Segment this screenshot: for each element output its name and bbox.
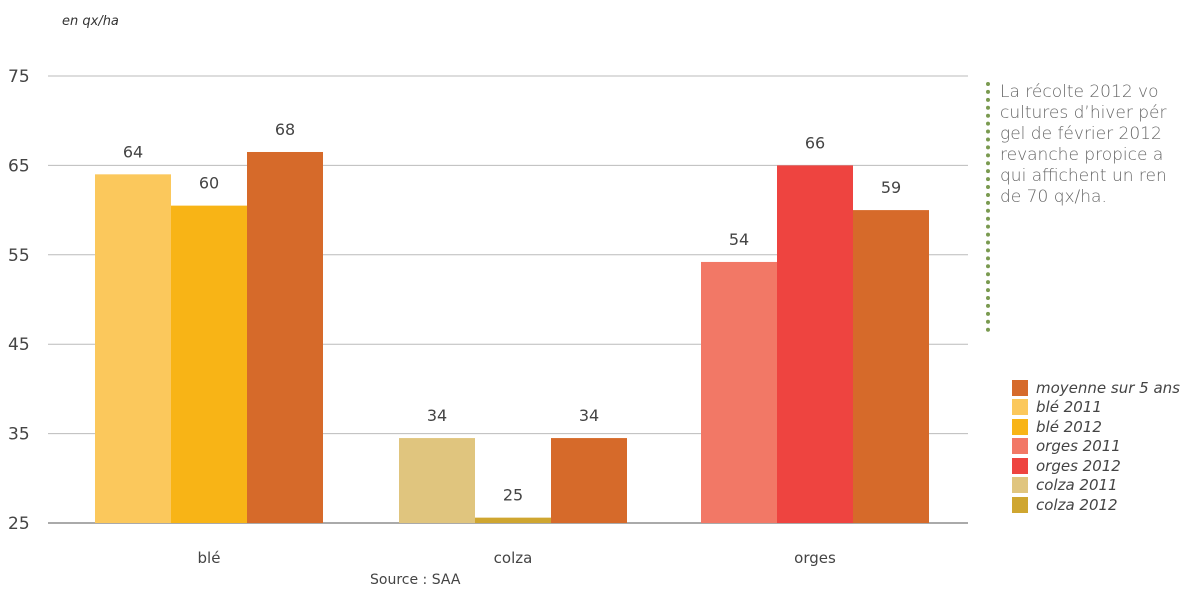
legend-item: blé 2011 [1012, 398, 1184, 418]
bar [95, 174, 171, 523]
legend: moyenne sur 5 ans blé 2011 blé 2012 orges 2… [1012, 378, 1184, 515]
bar [853, 210, 929, 523]
bar [399, 438, 475, 523]
data-label: 64 [123, 142, 143, 161]
y-axis-ticks: 25 35 45 55 65 75 [8, 67, 30, 534]
legend-swatch [1012, 438, 1028, 455]
bar [551, 438, 627, 523]
x-category-label: orges [794, 549, 836, 567]
y-axis-unit-label: en qx/ha [62, 14, 119, 29]
legend-label: blé 2011 [1036, 398, 1102, 417]
legend-label: orges 2011 [1036, 437, 1121, 456]
data-label: 34 [579, 406, 599, 425]
y-tick-label: 25 [8, 514, 30, 534]
commentary-text: La récolte 2012 vo cultures d’hiver pér … [1000, 82, 1167, 207]
y-tick-label: 65 [8, 156, 30, 176]
legend-swatch [1012, 379, 1028, 396]
x-category-label: blé [198, 549, 221, 567]
legend-swatch [1012, 477, 1028, 494]
bar [777, 165, 853, 523]
legend-label: orges 2012 [1036, 456, 1121, 475]
data-label: 54 [729, 230, 749, 249]
data-label: 34 [427, 406, 447, 425]
legend-swatch [1012, 399, 1028, 416]
legend-swatch [1012, 418, 1028, 435]
bars [95, 151, 929, 524]
legend-swatch [1012, 496, 1028, 513]
data-label: 66 [805, 133, 825, 152]
legend-item: orges 2011 [1012, 437, 1184, 457]
legend-label: colza 2012 [1036, 495, 1118, 514]
data-labels: 64 60 68 34 25 34 54 66 59 [123, 120, 901, 505]
bar [475, 517, 551, 523]
data-label: 68 [275, 120, 295, 139]
legend-item: moyenne sur 5 ans [1012, 378, 1184, 398]
commentary-box: La récolte 2012 vo cultures d’hiver pér … [986, 82, 1184, 332]
data-label: 60 [199, 174, 219, 193]
legend-label: blé 2012 [1036, 417, 1102, 436]
legend-swatch [1012, 457, 1028, 474]
bar [247, 151, 323, 524]
legend-label: colza 2011 [1036, 476, 1118, 495]
data-label: 25 [503, 486, 523, 505]
y-tick-label: 75 [8, 67, 30, 87]
legend-label: moyenne sur 5 ans [1036, 378, 1180, 397]
bar [171, 205, 247, 523]
x-category-label: colza [494, 549, 533, 567]
data-label: 59 [881, 178, 901, 197]
source-label: Source : SAA [370, 572, 461, 588]
y-tick-label: 35 [8, 425, 30, 445]
y-tick-label: 45 [8, 335, 30, 355]
y-tick-label: 55 [8, 246, 30, 266]
legend-item: orges 2012 [1012, 456, 1184, 476]
x-axis-categories: blé colza orges [198, 549, 836, 567]
bar [701, 261, 777, 523]
legend-item: blé 2012 [1012, 417, 1184, 437]
legend-item: colza 2011 [1012, 476, 1184, 496]
legend-item: colza 2012 [1012, 495, 1184, 515]
